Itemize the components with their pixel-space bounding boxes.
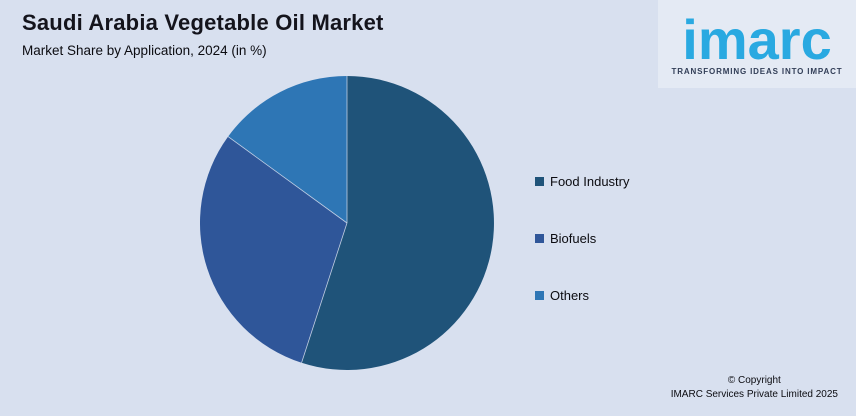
legend-label: Others [550,287,590,303]
legend-item-biofuels: Biofuels [535,229,630,247]
pie-slice-separator [227,136,348,224]
legend-marker-square-icon [535,290,544,300]
page-subtitle: Market Share by Application, 2024 (in %) [22,43,267,58]
page-title: Saudi Arabia Vegetable Oil Market [22,10,384,35]
pie-slice-biofuels [200,136,347,363]
copyright-line2: IMARC Services Private Limited 2025 [670,388,838,400]
chart-header: Saudi Arabia Vegetable Oil Market Market… [22,10,384,58]
imarc-wordmark-icon: imarc [682,7,832,71]
legend-item-food-industry: Food Industry [535,172,630,190]
pie-chart [200,76,494,370]
pie-slice-others [228,76,347,223]
legend-label: Food Industry [550,173,630,189]
legend-marker-square-icon [535,176,544,186]
imarc-tagline: TRANSFORMING IDEAS INTO IMPACT [671,67,843,77]
pie-slice-food-industry [301,76,494,370]
chart-legend: Food Industry Biofuels Others [535,172,630,343]
copyright-line1: © Copyright [727,375,781,386]
legend-label: Biofuels [550,230,597,246]
imarc-logo: imarc TRANSFORMING IDEAS INTO IMPACT [658,0,856,88]
pie-chart-svg [200,76,494,370]
copyright-notice: © Copyright IMARC Services Private Limit… [671,374,838,401]
legend-marker-square-icon [535,233,544,243]
pie-slice-separator [301,222,348,363]
legend-item-others: Others [535,286,630,304]
